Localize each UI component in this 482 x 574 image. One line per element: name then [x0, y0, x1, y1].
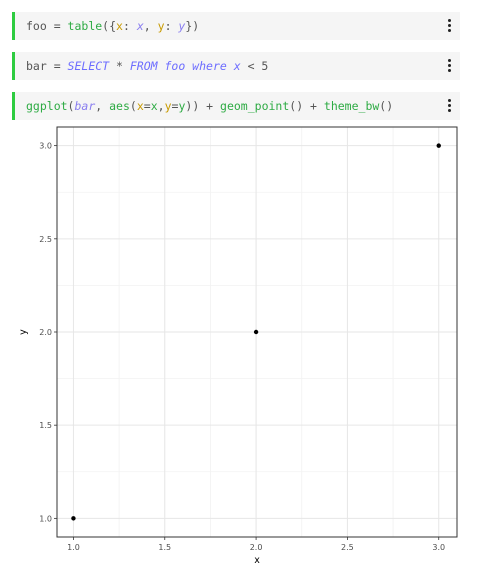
scatter-plot: 1.0 1.5 2.0 2.5 3.0 1.0 1.5 2.0 2.5 3.0 x y	[18, 126, 458, 566]
x-tick-label: 1.5	[158, 543, 171, 552]
cell-code[interactable]: bar = SELECT * FROM foo where x < 5	[26, 52, 268, 80]
code-token: x	[136, 99, 144, 113]
code-token: :	[122, 19, 137, 33]
code-token: ({	[102, 19, 117, 33]
x-tick-label: 2.5	[341, 543, 354, 552]
code-token: ,	[95, 99, 110, 113]
code-token: y	[178, 19, 186, 33]
code-token: y	[157, 19, 165, 33]
code-token: foo =	[26, 19, 68, 33]
code-token: SELECT	[67, 59, 110, 73]
y-tick-label: 2.0	[39, 328, 52, 337]
code-token: y	[178, 99, 186, 113]
y-axis-label: y	[18, 329, 29, 335]
data-point	[253, 329, 259, 335]
code-token: ggplot	[26, 99, 68, 113]
code-token: bar =	[26, 59, 68, 73]
code-token: x	[136, 19, 144, 33]
code-token: *	[109, 59, 130, 73]
code-token: ,	[157, 99, 165, 113]
y-tick-label: 1.5	[39, 421, 52, 430]
data-point	[436, 143, 441, 148]
code-token: < 5	[240, 59, 269, 73]
code-token: geom_point	[220, 99, 290, 113]
code-token: () +	[289, 99, 324, 113]
code-token: x	[116, 19, 123, 33]
code-token: (	[67, 99, 75, 113]
cell-code[interactable]: foo = table({x: x, y: y})	[26, 12, 199, 40]
plot-border	[56, 126, 458, 538]
code-cell-1[interactable]: foo = table({x: x, y: y})	[12, 12, 460, 40]
code-token: =	[143, 99, 151, 113]
code-token: aes	[109, 99, 130, 113]
x-tick-label: 3.0	[432, 543, 445, 552]
code-token: ()	[379, 99, 394, 113]
code-token: :	[164, 19, 179, 33]
y-tick-label: 3.0	[39, 142, 52, 151]
code-cell-2[interactable]: bar = SELECT * FROM foo where x < 5	[12, 52, 460, 80]
code-token: theme_bw	[323, 99, 380, 113]
y-tick-label: 1.0	[39, 514, 52, 523]
code-token: =	[171, 99, 179, 113]
y-tick-label: 2.5	[39, 235, 52, 244]
x-axis-label: x	[254, 555, 260, 566]
vertical-ellipsis-icon[interactable]	[446, 18, 452, 34]
code-token: (	[129, 99, 137, 113]
vertical-ellipsis-icon[interactable]	[446, 58, 452, 74]
data-point	[71, 516, 76, 521]
code-token: y	[164, 99, 172, 113]
x-tick-label: 2.0	[250, 543, 263, 552]
code-token: ,	[143, 19, 158, 33]
code-token: })	[185, 19, 200, 33]
cell-code[interactable]: ggplot(bar, aes(x=x,y=y)) + geom_point()…	[26, 92, 393, 120]
code-token: bar	[74, 99, 96, 113]
code-cell-3[interactable]: ggplot(bar, aes(x=x,y=y)) + geom_point()…	[12, 92, 460, 120]
x-tick-label: 1.0	[67, 543, 80, 552]
code-token: table	[67, 19, 103, 33]
code-token: x	[150, 99, 158, 113]
vertical-ellipsis-icon[interactable]	[446, 98, 452, 114]
code-token: FROM foo where x	[129, 59, 241, 73]
code-token: )) +	[185, 99, 221, 113]
